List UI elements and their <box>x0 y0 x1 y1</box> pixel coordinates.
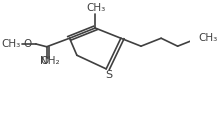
Text: CH₃: CH₃ <box>87 3 106 13</box>
Text: NH₂: NH₂ <box>40 55 60 65</box>
Text: CH₃: CH₃ <box>199 32 218 42</box>
Text: O: O <box>24 39 32 49</box>
Text: O: O <box>41 56 49 66</box>
Text: CH₃: CH₃ <box>2 39 21 49</box>
Text: S: S <box>105 69 112 79</box>
